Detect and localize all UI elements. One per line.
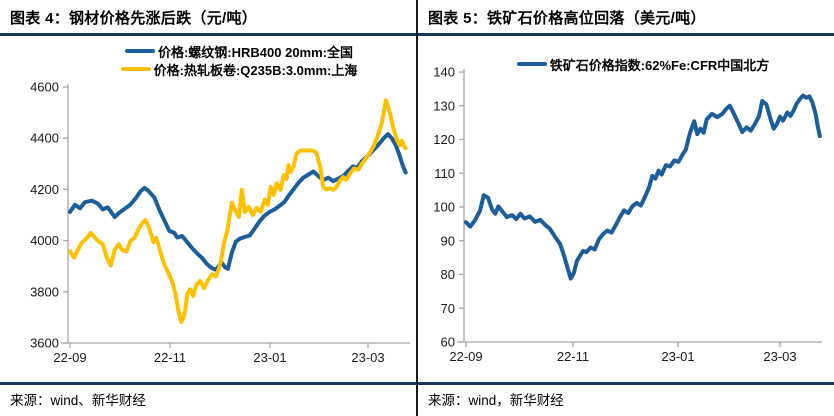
iron-ore-line-swatch bbox=[516, 62, 547, 66]
title-underline bbox=[418, 33, 834, 36]
source-note-steel: 来源：wind、新华财经 bbox=[10, 393, 146, 408]
y-tick-label: 4400 bbox=[30, 131, 59, 146]
iron-ore-panel: 图表 5：铁矿石价格高位回落（美元/吨） 铁矿石价格指数:62%Fe:CFR中国… bbox=[418, 0, 834, 416]
x-tick-label: 23-03 bbox=[351, 350, 384, 365]
iron-ore-price-chart: 60 70 80 90 100 110 120 130 140 22-09 22-11 23-01 23… bbox=[433, 65, 822, 364]
x-tick-label: 23-01 bbox=[661, 349, 694, 364]
legend-label-iron-ore: 铁矿石价格指数:62%Fe:CFR中国北方 bbox=[549, 57, 770, 73]
x-tick-label: 22-09 bbox=[449, 349, 482, 364]
y-tick-label: 3600 bbox=[30, 336, 59, 351]
hrc-line-swatch bbox=[120, 67, 151, 71]
x-tick-label: 22-11 bbox=[154, 350, 186, 365]
panel-title-steel: 图表 4：钢材价格先涨后跌（元/吨） bbox=[10, 10, 258, 27]
y-tick-label: 60 bbox=[441, 335, 455, 350]
y-tick-label: 110 bbox=[434, 166, 455, 181]
y-tick-label: 120 bbox=[433, 132, 455, 147]
iron-ore-price-line bbox=[464, 93, 822, 281]
x-tick-label: 22-09 bbox=[53, 350, 86, 365]
y-tick-label: 100 bbox=[433, 200, 455, 215]
legend-item-iron-ore: 铁矿石价格指数:62%Fe:CFR中国北方 bbox=[516, 55, 770, 73]
panel-title-iron-ore: 图表 5：铁矿石价格高位回落（美元/吨） bbox=[428, 10, 706, 27]
steel-chart-legend: 价格:螺纹钢:HRB400 20mm:全国 价格:热轧板卷:Q235B:3.0m… bbox=[68, 42, 410, 78]
source-note-iron-ore: 来源：wind，新华财经 bbox=[428, 393, 564, 408]
y-tick-label: 70 bbox=[441, 301, 455, 316]
legend-label-hrc: 价格:热轧板卷:Q235B:3.0mm:上海 bbox=[153, 62, 358, 78]
y-tick-label: 80 bbox=[441, 267, 455, 282]
y-tick-label: 4000 bbox=[30, 233, 59, 248]
legend-item-hrc: 价格:热轧板卷:Q235B:3.0mm:上海 bbox=[120, 60, 358, 78]
x-tick-label: 22-11 bbox=[557, 349, 589, 364]
y-tick-label: 3800 bbox=[30, 284, 59, 299]
y-tick-label: 90 bbox=[441, 233, 455, 248]
hrc-price-line bbox=[68, 98, 408, 324]
x-tick-label: 23-01 bbox=[253, 350, 286, 365]
legend-label-rebar: 价格:螺纹钢:HRB400 20mm:全国 bbox=[157, 44, 354, 60]
footer-rule-steel bbox=[0, 382, 416, 385]
x-tick-label: 23-03 bbox=[763, 349, 796, 364]
y-tick-label: 140 bbox=[433, 65, 455, 80]
title-underline bbox=[0, 33, 416, 36]
iron-ore-chart-legend: 铁矿石价格指数:62%Fe:CFR中国北方 bbox=[464, 55, 822, 73]
y-tick-label: 4600 bbox=[30, 80, 59, 95]
legend-item-rebar: 价格:螺纹钢:HRB400 20mm:全国 bbox=[124, 42, 354, 60]
footer-rule-iron-ore bbox=[418, 382, 834, 385]
steel-price-chart: 3600 3800 4000 4200 4400 4600 22-09 22-11 23-01 2… bbox=[30, 80, 410, 365]
y-tick-label: 130 bbox=[433, 98, 455, 113]
steel-price-panel: 图表 4：钢材价格先涨后跌（元/吨） 价格:螺纹钢:HRB400 20mm:全国… bbox=[0, 0, 416, 416]
rebar-line-swatch bbox=[124, 49, 155, 53]
panel-divider bbox=[416, 0, 418, 416]
y-tick-label: 4200 bbox=[30, 182, 59, 197]
